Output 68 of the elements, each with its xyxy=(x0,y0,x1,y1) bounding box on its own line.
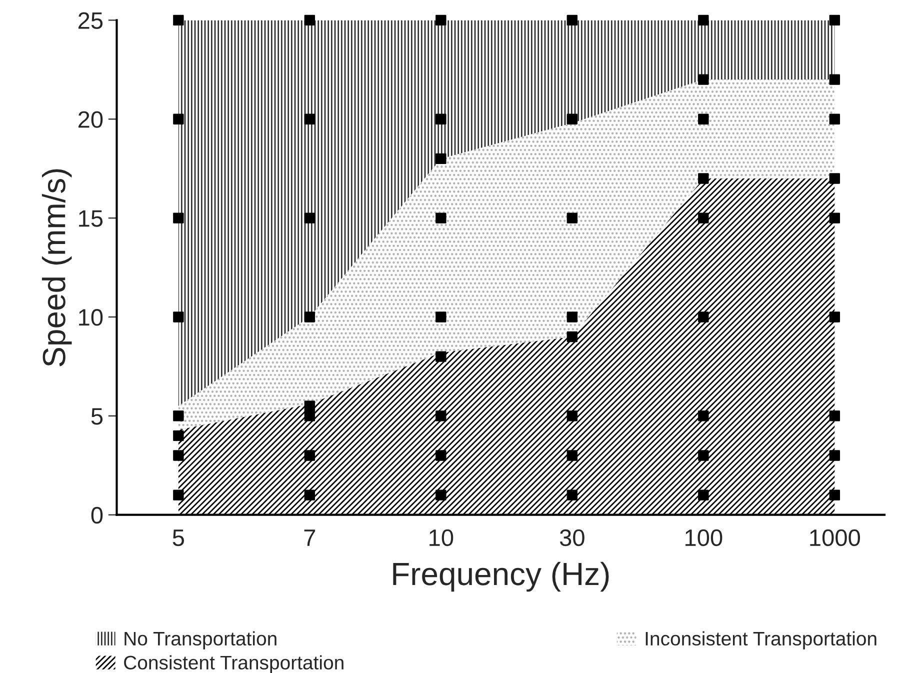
point xyxy=(173,312,184,322)
x-axis-title: Frequency (Hz) xyxy=(393,562,609,592)
point xyxy=(566,490,578,500)
point xyxy=(829,490,840,500)
point xyxy=(698,14,709,26)
point xyxy=(304,490,316,500)
x-tick-label: 7 xyxy=(304,530,316,546)
point xyxy=(698,74,709,85)
point xyxy=(173,114,184,124)
point xyxy=(436,410,446,422)
y-tick-label: 15 xyxy=(79,210,103,227)
point xyxy=(566,14,578,26)
point xyxy=(829,14,840,26)
point xyxy=(436,114,446,124)
point xyxy=(829,212,840,224)
point xyxy=(829,410,840,422)
point xyxy=(173,450,184,461)
point xyxy=(436,351,446,362)
point xyxy=(566,450,578,461)
point xyxy=(304,450,316,461)
point xyxy=(698,114,709,124)
legend-label: Inconsistent Transportation xyxy=(646,631,876,650)
y-tick-label: 10 xyxy=(79,309,103,326)
point xyxy=(566,114,578,124)
point xyxy=(698,312,709,322)
point xyxy=(173,14,184,26)
point xyxy=(698,173,709,184)
point xyxy=(436,153,446,164)
point xyxy=(698,490,709,500)
point xyxy=(304,114,316,124)
point xyxy=(566,212,578,224)
point xyxy=(304,14,316,26)
point xyxy=(829,114,840,124)
point xyxy=(436,212,446,224)
point xyxy=(829,74,840,85)
y-tick-label: 0 xyxy=(91,506,103,524)
y-tick-label: 20 xyxy=(78,111,103,128)
x-tick-label: 100 xyxy=(686,529,722,546)
point xyxy=(698,410,709,422)
x-tick-label: 30 xyxy=(560,529,584,546)
point xyxy=(698,450,709,461)
point xyxy=(304,312,316,322)
point xyxy=(829,450,840,461)
point xyxy=(566,312,578,322)
y-axis-title: Speed (mm/s) xyxy=(42,169,72,366)
point xyxy=(436,14,446,26)
point xyxy=(829,173,840,184)
y-tick-label: 5 xyxy=(91,408,103,425)
x-tick-label: 10 xyxy=(430,529,454,546)
point xyxy=(436,490,446,500)
point xyxy=(829,312,840,322)
point xyxy=(304,410,316,422)
point xyxy=(173,430,184,442)
point xyxy=(173,490,184,500)
point xyxy=(173,212,184,224)
legend-label: No Transportation xyxy=(124,631,276,650)
point xyxy=(436,312,446,322)
point xyxy=(566,410,578,422)
point xyxy=(304,400,316,412)
x-tick-label: 1000 xyxy=(810,529,860,546)
legend-label: Consistent Transportation xyxy=(124,655,344,673)
point xyxy=(173,410,184,422)
point xyxy=(698,212,709,224)
point xyxy=(436,450,446,461)
point xyxy=(304,212,316,224)
point xyxy=(566,331,578,342)
x-tick-label: 5 xyxy=(172,530,184,546)
y-tick-label: 25 xyxy=(78,12,103,29)
